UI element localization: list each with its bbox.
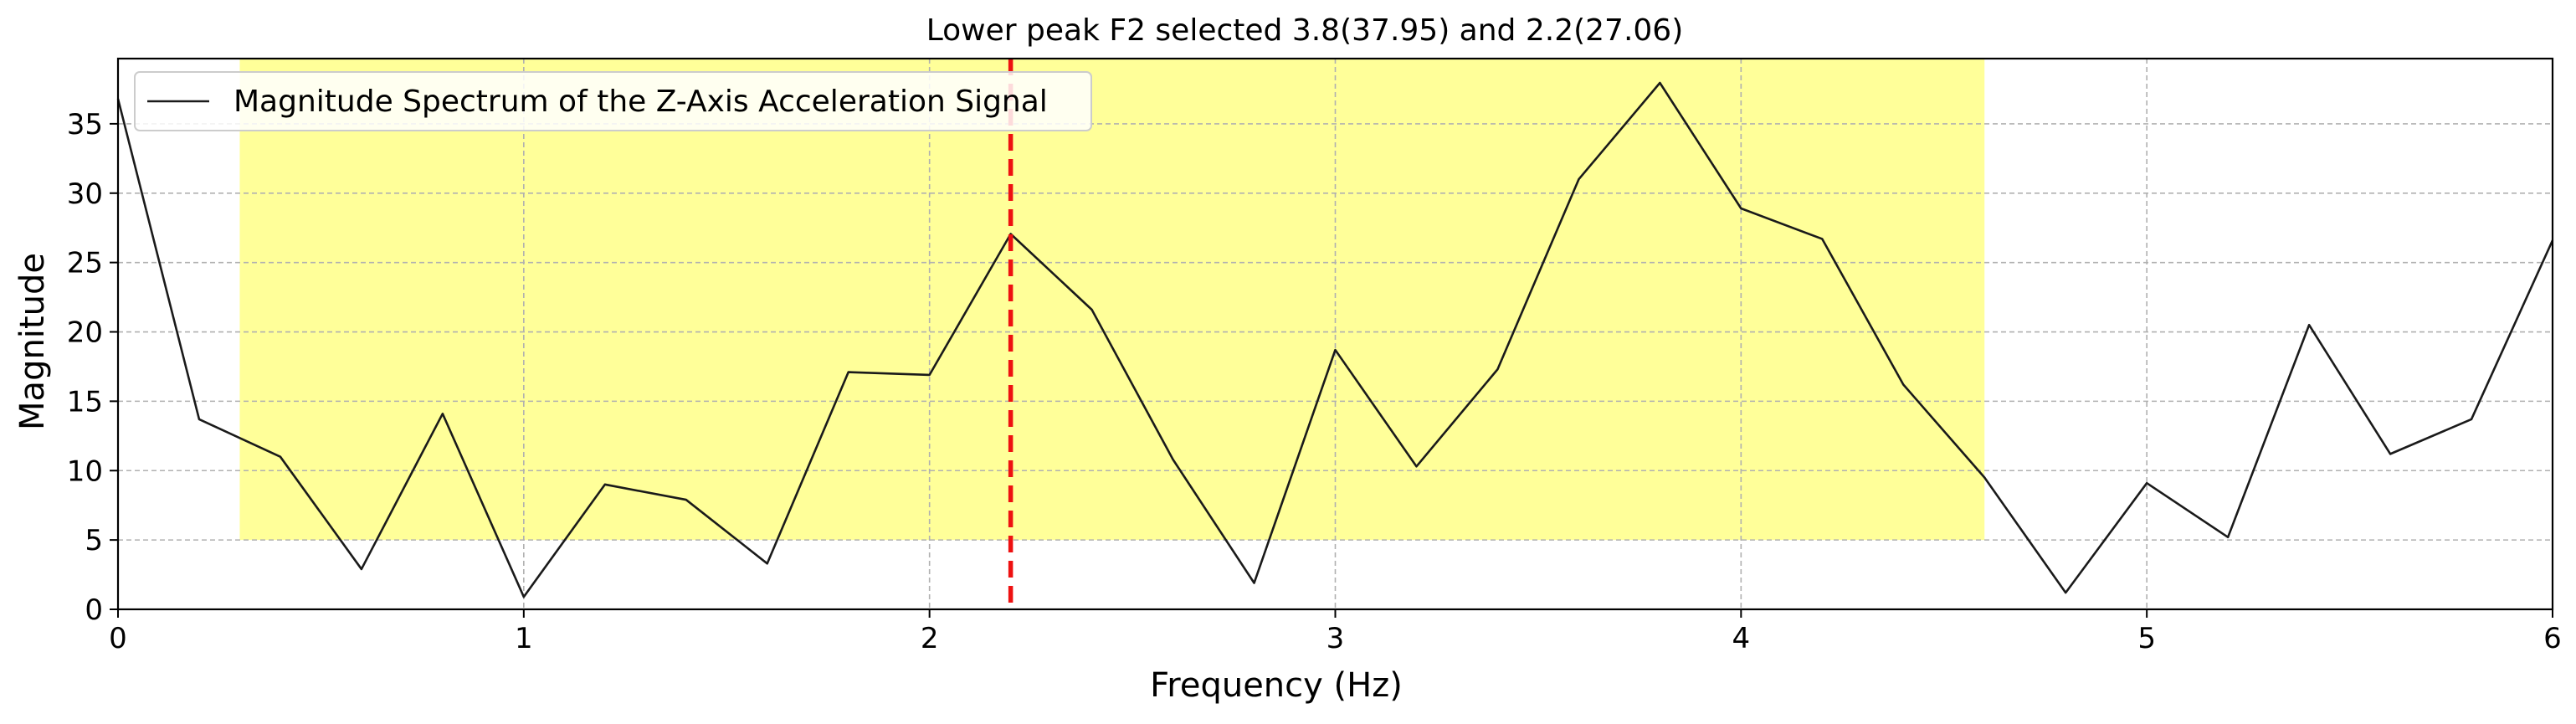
y-tick-label-5: 25 — [67, 247, 103, 280]
x-axis-label: Frequency (Hz) — [1150, 666, 1403, 705]
grid-layer — [118, 59, 2553, 609]
y-tick-label-0: 0 — [85, 593, 103, 627]
x-tick-label-1: 1 — [515, 622, 533, 655]
x-tick-label-0: 0 — [109, 622, 127, 655]
highlight-region — [239, 59, 1985, 541]
x-tick-label-6: 6 — [2543, 622, 2562, 655]
y-tick-label-7: 35 — [67, 108, 103, 141]
y-tick-label-4: 20 — [67, 316, 103, 350]
highlight-region-layer — [239, 59, 1985, 541]
x-tick-label-5: 5 — [2137, 622, 2156, 655]
x-tick-label-4: 4 — [1732, 622, 1751, 655]
x-tick-label-2: 2 — [921, 622, 939, 655]
series-layer — [116, 81, 2554, 598]
y-axis-ticks: 0 5 10 15 20 25 30 35 — [67, 108, 118, 627]
legend-box — [134, 71, 1092, 131]
chart-title: Lower peak F2 selected 3.8(37.95) and 2.… — [926, 13, 1684, 48]
y-tick-label-1: 5 — [85, 524, 103, 557]
y-tick-label-3: 15 — [67, 385, 103, 418]
y-tick-label-6: 30 — [67, 177, 103, 211]
x-tick-label-3: 3 — [1326, 622, 1345, 655]
legend-entry-label: Magnitude Spectrum of the Z-Axis Acceler… — [233, 85, 1048, 119]
x-axis-ticks: 0 1 2 3 4 5 6 — [109, 609, 2562, 655]
y-axis-label: Magnitude — [13, 253, 52, 430]
y-tick-label-2: 10 — [67, 454, 103, 488]
legend: Magnitude Spectrum of the Z-Axis Acceler… — [134, 71, 1092, 131]
